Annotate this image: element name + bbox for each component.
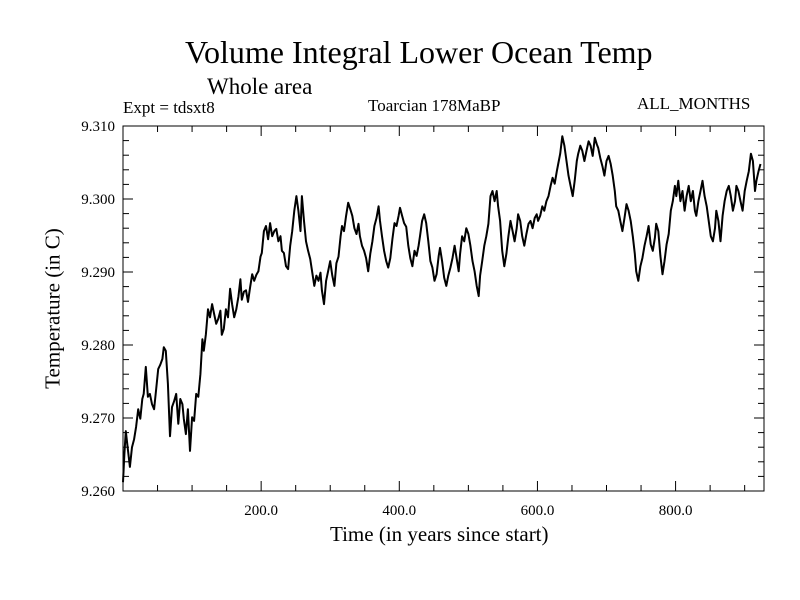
chart-title: Volume Integral Lower Ocean Temp (185, 34, 653, 70)
series-line (122, 135, 762, 483)
months-label: ALL_MONTHS (637, 94, 751, 113)
y-tick-label: 9.260 (81, 484, 115, 500)
y-tick-label: 9.300 (81, 192, 115, 208)
y-tick-label: 9.270 (81, 411, 115, 427)
x-axis-label: Time (in years since start) (330, 522, 549, 546)
plot-frame (122, 125, 765, 492)
y-tick-label: 9.290 (81, 265, 115, 281)
x-tick-label: 400.0 (382, 503, 416, 519)
tick-labels: 200.0 400.0 600.0 800.0 9.260 9.270 9.280 9.290… (81, 119, 692, 519)
y-tick-label: 9.280 (81, 338, 115, 354)
y-tick-label: 9.310 (81, 119, 115, 135)
x-tick-label: 600.0 (521, 503, 555, 519)
x-tick-label: 200.0 (244, 503, 278, 519)
period-label: Toarcian 178MaBP (368, 96, 501, 115)
x-tick-label: 800.0 (659, 503, 693, 519)
chart-subtitle: Whole area (207, 74, 313, 99)
experiment-label: Expt = tdsxt8 (123, 98, 215, 117)
axis-ticks (123, 126, 764, 491)
